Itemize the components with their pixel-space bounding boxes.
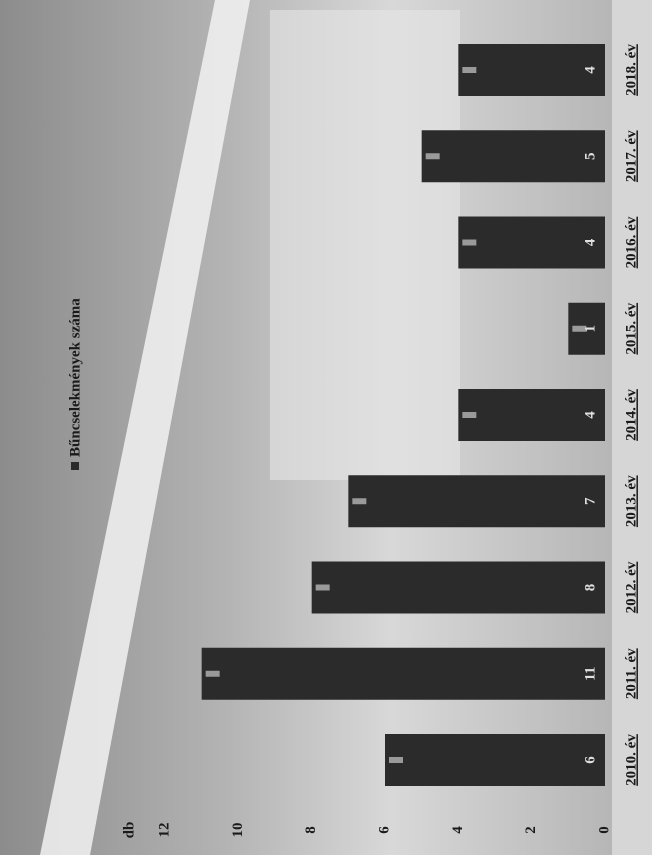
x-tick-label: 2015. év: [623, 302, 639, 354]
bar-highlight: [425, 153, 440, 160]
x-tick-label: 2013. év: [623, 475, 639, 527]
legend-swatch: [71, 462, 79, 470]
bar: [458, 44, 606, 96]
bar: [385, 734, 605, 786]
bar-highlight: [315, 584, 330, 591]
value-label: 4: [582, 238, 598, 246]
bar: [568, 302, 605, 355]
bar: [421, 130, 605, 183]
value-label: 8: [582, 584, 598, 592]
plot: db 0 2 4 6 8 10 12 2010. év 6 2011. év 11 2012. év 8 2…: [67, 44, 639, 839]
photo-area: [270, 10, 460, 480]
bar: [458, 216, 606, 269]
y-tick-label: 0: [596, 826, 612, 834]
y-tick-label: 10: [230, 823, 246, 838]
photo-stripe: [40, 0, 250, 855]
bar-highlight: [389, 757, 403, 763]
value-label: 5: [582, 153, 598, 161]
bar: [348, 475, 605, 528]
value-label: 1: [582, 325, 598, 333]
bar-highlight: [205, 670, 220, 677]
y-axis-label: db: [121, 822, 137, 839]
bar-highlight: [572, 325, 587, 332]
bar-highlight: [462, 412, 477, 418]
y-tick-label: 12: [156, 823, 172, 838]
bar-highlight: [352, 498, 367, 505]
x-tick-label: 2018. év: [623, 44, 639, 96]
x-tick-label: 2017. év: [623, 130, 639, 182]
value-label: 7: [582, 497, 598, 505]
value-label: 6: [582, 756, 598, 764]
bar: [311, 561, 605, 614]
x-tick-label: 2012. év: [623, 561, 639, 613]
y-tick-label: 6: [376, 826, 392, 834]
bar: [458, 389, 606, 441]
y-tick-label: 2: [523, 826, 539, 834]
bar: [201, 647, 606, 700]
x-tick-label: 2011. év: [623, 648, 639, 699]
value-label: 4: [582, 66, 598, 74]
x-tick-label: 2010. év: [623, 734, 639, 786]
bar-highlight: [462, 239, 477, 246]
value-label: 11: [582, 667, 598, 681]
bar-highlight: [462, 67, 477, 73]
x-tick-label: 2014. év: [623, 389, 639, 441]
y-tick-label: 4: [450, 826, 466, 834]
value-label: 4: [582, 411, 598, 419]
y-tick-label: 8: [303, 826, 319, 834]
legend-label: Bűncselekmények száma: [67, 298, 83, 457]
label-strip: [612, 0, 652, 855]
x-tick-label: 2016. év: [623, 216, 639, 268]
